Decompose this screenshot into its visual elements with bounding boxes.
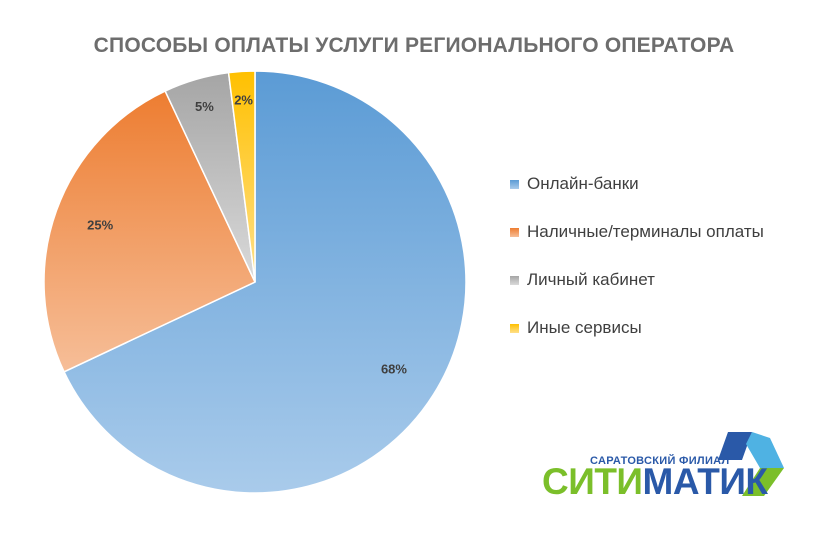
logo-mark-icon	[718, 432, 784, 496]
legend: Онлайн-банки Наличные/терминалы оплаты Л…	[510, 172, 764, 364]
legend-swatch-online-banks	[510, 179, 519, 189]
legend-item-cash-terminals: Наличные/терминалы оплаты	[510, 220, 764, 244]
legend-swatch-personal-account	[510, 275, 519, 285]
legend-label-personal-account: Личный кабинет	[527, 270, 655, 289]
legend-swatch-other-services	[510, 323, 519, 333]
pie-slice-other-services	[227, 70, 256, 283]
legend-swatch-cash-terminals	[510, 227, 519, 237]
company-logo: САРАТОВСКИЙ ФИЛИАЛ СИТИМАТИК	[542, 432, 792, 502]
data-label-personal-account: 5%	[195, 99, 214, 114]
data-label-other-services: 2%	[234, 92, 253, 107]
legend-item-other-services: Иные сервисы	[510, 316, 764, 340]
legend-label-cash-terminals: Наличные/терминалы оплаты	[527, 222, 764, 241]
pie-slice-cash-terminals	[43, 90, 256, 373]
legend-item-personal-account: Личный кабинет	[510, 268, 764, 292]
logo-word-part2: МАТИК	[642, 461, 768, 502]
logo-wordmark: СИТИМАТИК	[542, 462, 768, 502]
legend-item-online-banks: Онлайн-банки	[510, 172, 764, 196]
chart-title: СПОСОБЫ ОПЛАТЫ УСЛУГИ РЕГИОНАЛЬНОГО ОПЕР…	[93, 34, 735, 57]
logo-subtitle: САРАТОВСКИЙ ФИЛИАЛ	[590, 455, 730, 467]
legend-label-online-banks: Онлайн-банки	[527, 174, 639, 193]
logo-word-part1: СИТИ	[542, 461, 643, 502]
pie-slice-online-banks	[63, 70, 467, 494]
legend-label-other-services: Иные сервисы	[527, 318, 642, 337]
data-label-online-banks: 68%	[381, 362, 407, 377]
data-label-cash-terminals: 25%	[87, 218, 113, 233]
